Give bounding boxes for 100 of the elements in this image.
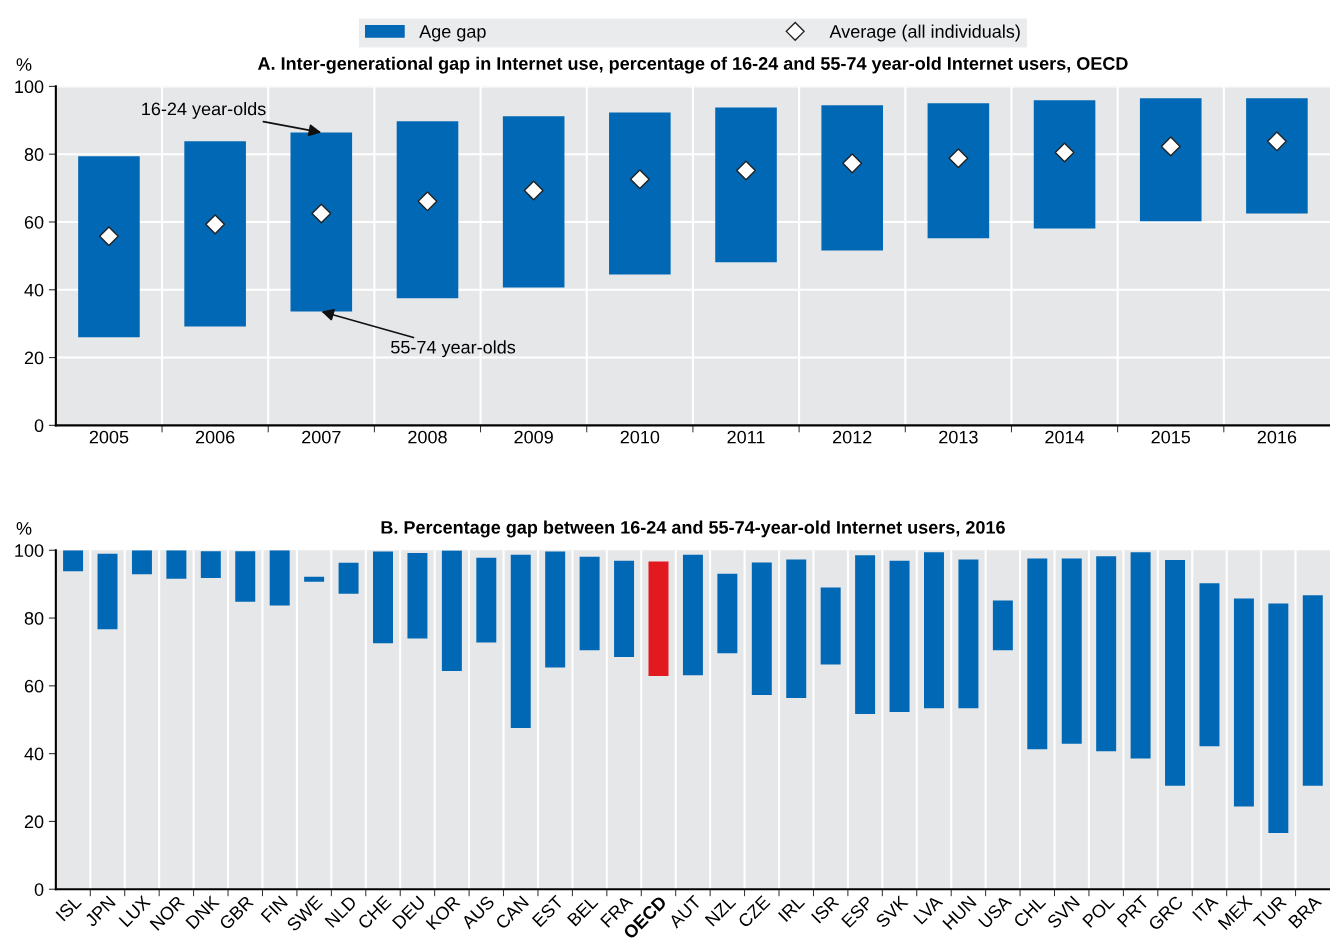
- x-tick-label: ITA: [1192, 894, 1219, 922]
- bar: [1027, 558, 1048, 750]
- point: [523, 180, 544, 201]
- x-tick-label: FIN: [260, 895, 288, 923]
- bar: [396, 121, 459, 299]
- bar: [545, 551, 566, 668]
- x-tick-label: 2016: [1257, 430, 1297, 444]
- x-tick-label: 2008: [408, 430, 447, 444]
- bar: [373, 551, 393, 644]
- bar: [924, 552, 944, 709]
- x-tick-label: IRL: [778, 894, 806, 923]
- x-tick-label: USA: [977, 894, 1013, 929]
- x-tick-label: 2010: [620, 430, 660, 444]
- bar: [441, 550, 462, 671]
- point: [629, 169, 650, 190]
- bar: [476, 557, 497, 643]
- bar: [502, 116, 565, 288]
- x-tick-label: ISR: [810, 895, 840, 924]
- x-tick-label: NZL: [704, 894, 737, 927]
- bar: [958, 559, 979, 709]
- bar: [648, 561, 669, 677]
- x-tick-label: CHL: [1012, 894, 1047, 929]
- bar: [97, 553, 118, 630]
- y-tick-label: 20: [24, 351, 44, 365]
- bar: [889, 560, 910, 712]
- point: [311, 203, 332, 224]
- x-tick-label: 2013: [939, 430, 978, 444]
- bar: [715, 107, 777, 263]
- bar: [821, 105, 883, 251]
- x-tick-label: 2014: [1045, 430, 1085, 444]
- annotation: 16-24 year-olds: [142, 102, 266, 119]
- bar: [269, 550, 290, 606]
- y-tick-label: 80: [24, 148, 44, 161]
- x-tick-label: ISL: [55, 894, 83, 922]
- y-tick-label: 0: [34, 419, 44, 433]
- y-tick-label: 100: [15, 544, 44, 557]
- chart-title: A. Inter-generational gap in Internet use, percentage of 16-24 and 55-74 year-old Internet users, OECD: [257, 56, 1128, 74]
- bar: [290, 132, 353, 312]
- bar: [184, 141, 246, 327]
- point: [1266, 131, 1287, 152]
- bar: [1246, 98, 1308, 214]
- point: [1160, 136, 1181, 157]
- bar: [510, 554, 531, 728]
- y-axis-title: %: [16, 58, 32, 71]
- bar: [1130, 552, 1151, 759]
- x-tick-label: BEL: [567, 894, 599, 927]
- bar: [1302, 595, 1323, 786]
- bar: [1165, 560, 1186, 786]
- bar: [717, 573, 738, 654]
- bar: [609, 112, 671, 275]
- legend-label: Average (all individuals): [829, 24, 1020, 42]
- bar: [78, 156, 140, 338]
- bar: [407, 552, 428, 639]
- x-tick-label: JPN: [84, 895, 116, 928]
- y-tick-label: 60: [24, 215, 44, 229]
- bar: [235, 551, 256, 602]
- point: [736, 160, 757, 181]
- y-tick-label: 0: [34, 883, 44, 896]
- bar: [338, 562, 359, 594]
- y-tick-label: 100: [15, 80, 44, 94]
- bar: [786, 559, 807, 699]
- bar: [927, 103, 990, 239]
- point: [1054, 142, 1075, 163]
- bar: [579, 556, 600, 651]
- bar: [1199, 583, 1220, 747]
- bar: [200, 551, 221, 579]
- bar: [614, 560, 635, 658]
- bar: [1096, 556, 1117, 752]
- bar: [63, 550, 84, 572]
- x-tick-label: POL: [1082, 894, 1116, 928]
- y-tick-label: 40: [24, 283, 44, 297]
- bar: [1139, 98, 1202, 222]
- x-tick-label: LVA: [913, 894, 944, 925]
- point: [205, 214, 226, 235]
- x-tick-label: 2012: [833, 430, 872, 444]
- y-tick-label: 80: [24, 611, 44, 625]
- bar: [682, 554, 703, 676]
- point: [98, 226, 119, 247]
- bar: [166, 550, 187, 579]
- x-tick-label: 2006: [195, 430, 235, 444]
- y-tick-label: 40: [24, 747, 44, 761]
- bar: [820, 587, 841, 665]
- x-tick-label: 2005: [89, 430, 129, 444]
- x-tick-label: 2011: [727, 430, 765, 444]
- chart-title: B. Percentage gap between 16-24 and 55-74-year-old Internet users, 2016: [381, 520, 1005, 538]
- x-tick-label: TUR: [1252, 895, 1288, 930]
- point: [417, 191, 438, 212]
- bar: [1061, 558, 1082, 744]
- bar: [1268, 603, 1289, 833]
- x-tick-label: 2009: [514, 430, 553, 444]
- bar: [131, 550, 152, 575]
- legend-label: Age gap: [419, 25, 486, 42]
- y-tick-label: 20: [24, 815, 44, 829]
- x-tick-label: 2015: [1151, 430, 1191, 444]
- bar: [751, 562, 772, 695]
- bar: [1233, 598, 1254, 807]
- bar: [304, 576, 325, 582]
- bar: [1033, 100, 1096, 229]
- x-tick-label: 2007: [302, 430, 341, 444]
- bar: [855, 555, 876, 714]
